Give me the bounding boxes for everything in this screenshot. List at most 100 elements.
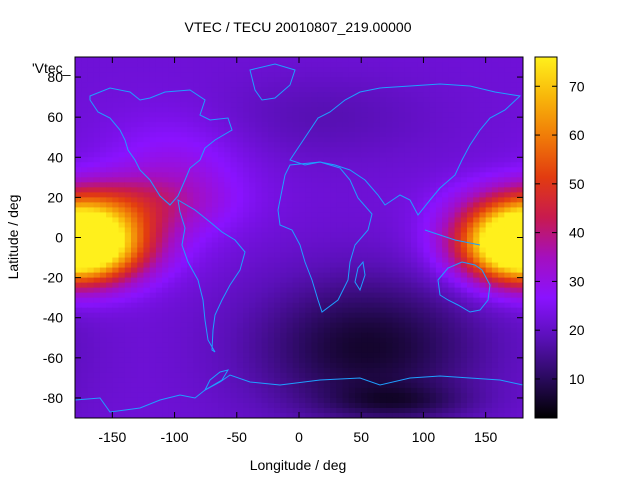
heatmap-cell <box>404 77 412 83</box>
heatmap-cell <box>392 142 400 148</box>
heatmap-cell <box>467 207 474 214</box>
heatmap-cell <box>392 97 400 103</box>
heatmap-cell <box>292 277 300 284</box>
heatmap-cell <box>118 112 126 118</box>
heatmap-cell <box>498 152 505 158</box>
heatmap-cell <box>249 317 257 324</box>
heatmap-cell <box>299 147 306 153</box>
heatmap-cell <box>112 162 120 168</box>
heatmap-cell <box>448 362 456 369</box>
heatmap-cell <box>299 167 306 173</box>
heatmap-cell <box>205 247 213 254</box>
heatmap-cell <box>311 227 319 234</box>
heatmap-cell <box>143 177 151 183</box>
heatmap-cell <box>504 147 512 153</box>
heatmap-cell <box>448 172 456 178</box>
heatmap-cell <box>348 117 356 123</box>
heatmap-cell <box>193 62 201 68</box>
heatmap-cell <box>261 337 269 344</box>
heatmap-cell <box>224 247 232 254</box>
heatmap-cell <box>510 207 518 214</box>
heatmap-cell <box>429 397 437 404</box>
heatmap-cell <box>292 232 300 239</box>
heatmap-cell <box>149 167 157 173</box>
heatmap-cell <box>479 387 487 394</box>
heatmap-cell <box>392 212 400 219</box>
heatmap-cell <box>516 67 523 73</box>
heatmap-cell <box>423 332 431 339</box>
heatmap-cell <box>435 307 443 314</box>
heatmap-cell <box>504 87 512 93</box>
heatmap-cell <box>162 182 169 188</box>
heatmap-cell <box>317 327 325 334</box>
heatmap-cell <box>274 252 281 259</box>
heatmap-cell <box>342 122 350 128</box>
heatmap-cell <box>280 82 288 88</box>
heatmap-cell <box>373 147 381 153</box>
heatmap-cell <box>323 132 331 138</box>
heatmap-cell <box>491 262 499 269</box>
heatmap-cell <box>168 132 176 138</box>
heatmap-cell <box>498 217 505 224</box>
heatmap-cell <box>435 122 443 128</box>
heatmap-cell <box>143 162 151 168</box>
heatmap-cell <box>243 342 250 349</box>
heatmap-cell <box>155 132 163 138</box>
heatmap-cell <box>199 262 207 269</box>
heatmap-cell <box>211 357 219 364</box>
heatmap-cell <box>124 172 132 178</box>
heatmap-cell <box>118 367 126 374</box>
heatmap-cell <box>292 387 300 394</box>
heatmap-cell <box>180 182 188 188</box>
heatmap-cell <box>274 112 281 118</box>
heatmap-cell <box>149 127 157 133</box>
heatmap-cell <box>75 172 82 178</box>
heatmap-cell <box>99 167 107 173</box>
heatmap-cell <box>398 137 406 143</box>
heatmap-cell <box>510 72 518 78</box>
heatmap-cell <box>162 172 169 178</box>
heatmap-cell <box>230 377 238 384</box>
heatmap-cell <box>131 167 138 173</box>
heatmap-cell <box>379 82 387 88</box>
heatmap-cell <box>479 377 487 384</box>
heatmap-cell <box>317 257 325 264</box>
heatmap-cell <box>155 72 163 78</box>
heatmap-cell <box>330 102 337 108</box>
heatmap-cell <box>168 342 176 349</box>
heatmap-cell <box>274 57 281 63</box>
heatmap-cell <box>386 322 393 329</box>
heatmap-cell <box>317 182 325 188</box>
heatmap-cell <box>75 137 82 143</box>
heatmap-cell <box>112 367 120 374</box>
heatmap-cell <box>305 182 313 188</box>
heatmap-cell <box>224 172 232 178</box>
heatmap-cell <box>454 342 462 349</box>
heatmap-cell <box>317 297 325 304</box>
heatmap-cell <box>224 67 232 73</box>
heatmap-cell <box>355 352 362 359</box>
heatmap-cell <box>336 377 344 384</box>
heatmap-cell <box>193 77 201 83</box>
heatmap-cell <box>429 117 437 123</box>
heatmap-cell <box>299 192 306 198</box>
heatmap-cell <box>485 382 493 389</box>
heatmap-cell <box>299 72 306 78</box>
heatmap-cell <box>504 192 512 198</box>
heatmap-cell <box>429 272 437 279</box>
heatmap-cell <box>411 202 418 209</box>
heatmap-cell <box>460 267 468 274</box>
heatmap-cell <box>510 352 518 359</box>
heatmap-cell <box>211 157 219 163</box>
heatmap-cell <box>348 87 356 93</box>
heatmap-cell <box>255 102 263 108</box>
heatmap-cell <box>460 67 468 73</box>
heatmap-cell <box>504 257 512 264</box>
heatmap-cell <box>299 322 306 329</box>
heatmap-cell <box>249 307 257 314</box>
heatmap-cell <box>342 382 350 389</box>
heatmap-cell <box>211 232 219 239</box>
heatmap-cell <box>317 337 325 344</box>
heatmap-cell <box>417 132 425 138</box>
heatmap-cell <box>299 287 306 294</box>
